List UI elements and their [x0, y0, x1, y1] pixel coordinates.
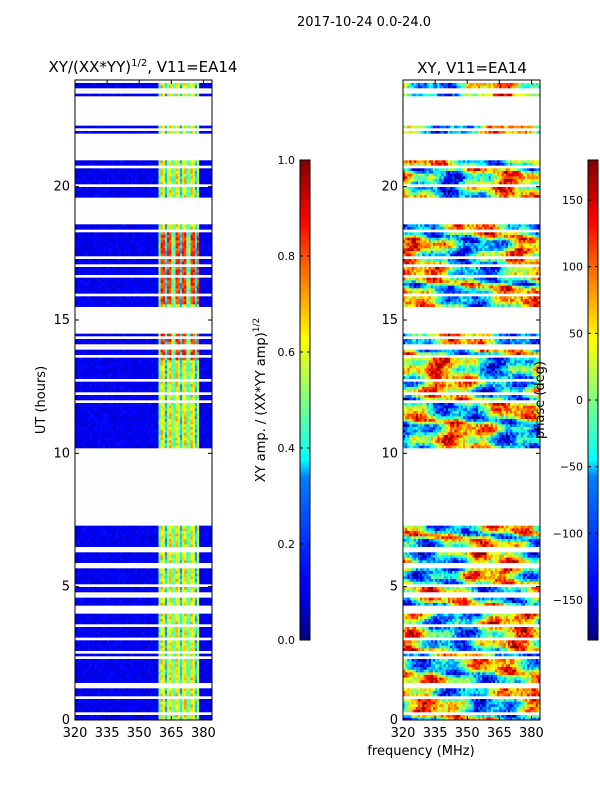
- amplitude-colorbar: 0.0 0.2 0.4 0.6 0.8 1.0 XY amp. / (XX*YY amp)…: [252, 154, 311, 647]
- phase-panel: XY, V11=EA14 320 335 350 365 380 0 5 10 15 20: [381, 59, 543, 741]
- amplitude-ylabel: UT (hours): [34, 366, 49, 434]
- y-tick-label: 5: [62, 580, 70, 595]
- colorbar-tick-label: 0.8: [278, 250, 296, 263]
- y-tick-label: 15: [381, 313, 398, 328]
- y-tick-label: 20: [53, 180, 70, 195]
- amplitude-colorbar-label: XY amp. / (XX*YY amp)1/2: [252, 318, 269, 482]
- x-tick-label: 380: [191, 726, 216, 741]
- colorbar-tick-label: −50: [560, 461, 583, 474]
- colorbar-tick-label: −100: [553, 527, 583, 540]
- amplitude-panel: XY/(XX*YY)1/2, V11=EA14 320 335 350 365 380 0…: [34, 58, 237, 741]
- colorbar-tick-label: 0.4: [278, 442, 296, 455]
- y-tick-label: 10: [381, 446, 398, 461]
- amplitude-heatmap: [75, 80, 212, 720]
- amplitude-axes-frame: [74, 79, 213, 721]
- y-tick-label: 20: [381, 180, 398, 195]
- phase-colorbar: 150 100 50 0 −50 −100 −150 phase (deg): [533, 159, 599, 641]
- x-tick-label: 350: [455, 726, 480, 741]
- phase-axes-frame: [402, 79, 541, 721]
- colorbar-tick-label: 0.2: [278, 538, 296, 551]
- x-tick-label: 380: [519, 726, 544, 741]
- x-tick-label: 320: [391, 726, 416, 741]
- y-tick-label: 10: [53, 446, 70, 461]
- colorbar-tick-label: 0.0: [278, 634, 296, 647]
- colorbar-tick-label: −150: [553, 594, 583, 607]
- y-tick-label: 5: [390, 580, 398, 595]
- colorbar-tick-label: 150: [562, 194, 583, 207]
- amplitude-colorbar-gradient: [299, 159, 311, 641]
- x-tick-label: 365: [159, 726, 184, 741]
- x-tick-label: 335: [95, 726, 120, 741]
- amplitude-panel-title: XY/(XX*YY)1/2, V11=EA14: [49, 58, 238, 76]
- colorbar-tick-label: 50: [569, 327, 583, 340]
- y-tick-label: 0: [390, 713, 398, 728]
- phase-colorbar-label: phase (deg): [533, 361, 548, 439]
- phase-heatmap: [403, 80, 540, 720]
- y-tick-label: 0: [62, 713, 70, 728]
- y-tick-label: 15: [53, 313, 70, 328]
- amplitude-axis-ticks: 320 335 350 365 380 0 5 10 15 20: [53, 80, 216, 741]
- x-tick-label: 365: [487, 726, 512, 741]
- phase-panel-title: XY, V11=EA14: [417, 59, 527, 77]
- x-tick-label: 350: [127, 726, 152, 741]
- colorbar-tick-label: 1.0: [278, 154, 296, 167]
- colorbar-tick-label: 100: [562, 261, 583, 274]
- amplitude-colorbar-ticks: 0.0 0.2 0.4 0.6 0.8 1.0: [278, 154, 310, 647]
- x-tick-label: 335: [423, 726, 448, 741]
- frequency-xlabel: frequency (MHz): [367, 744, 474, 759]
- figure-suptitle: 2017-10-24 0.0-24.0: [297, 15, 431, 30]
- colorbar-tick-label: 0: [576, 394, 583, 407]
- x-tick-label: 320: [63, 726, 88, 741]
- colorbar-tick-label: 0.6: [278, 346, 296, 359]
- phase-axis-ticks: 320 335 350 365 380 0 5 10 15 20: [381, 80, 544, 741]
- phase-colorbar-ticks: 150 100 50 0 −50 −100 −150: [553, 194, 598, 607]
